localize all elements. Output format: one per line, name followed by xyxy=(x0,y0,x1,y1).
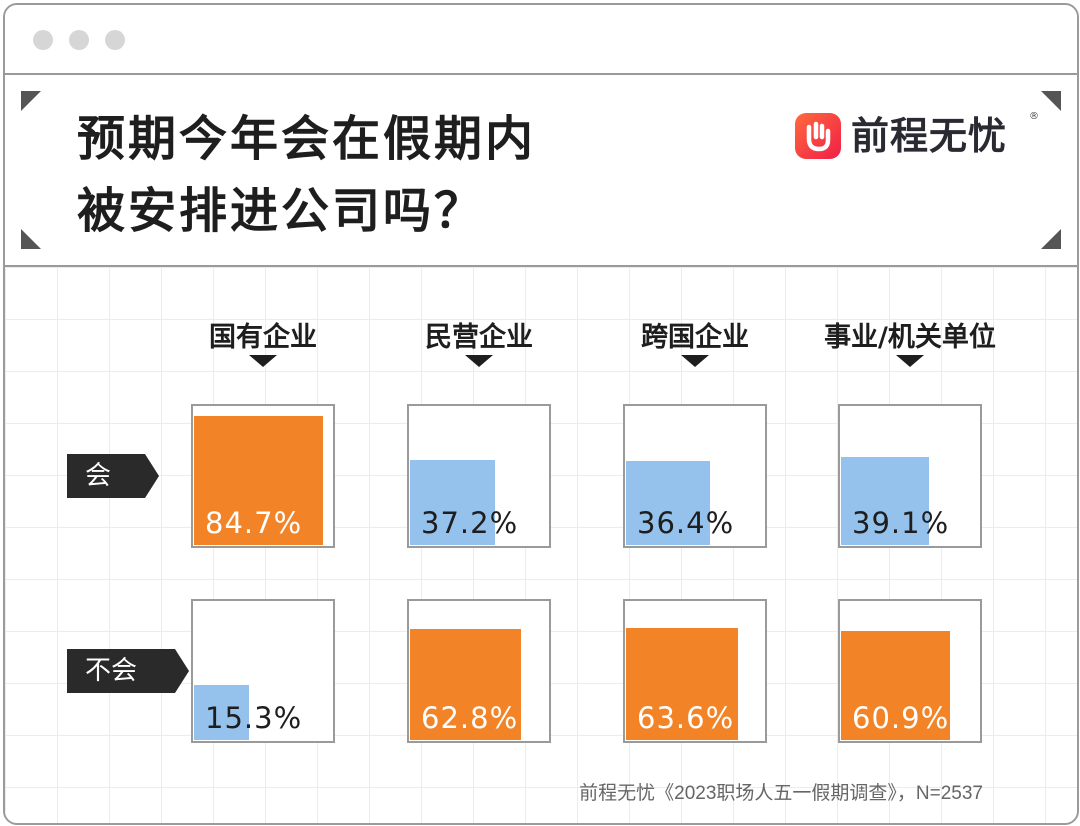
series-tag-1: 会 xyxy=(67,454,159,498)
corner-mark-top-left xyxy=(21,91,41,111)
chart-area: 国有企业 民营企业 跨国企业 事业/机关单位 会不会 84.7% 37.2% 36.4% 3… xyxy=(5,267,1077,823)
infographic-window: 预期今年会在假期内 被安排进公司吗？ 前程无忧 ® 国有企业 民营企业 跨国企业 事业… xyxy=(3,3,1079,825)
window-dot-1 xyxy=(33,30,53,50)
corner-mark-top-right xyxy=(1041,91,1061,111)
corner-mark-bottom-right xyxy=(1041,229,1061,249)
value-box: 63.6% xyxy=(623,599,767,743)
corner-mark-bottom-left xyxy=(21,229,41,249)
series-tag-2: 不会 xyxy=(67,649,189,693)
source-note: 前程无忧《2023职场人五一假期调查》，N=2537 xyxy=(579,783,983,804)
value-box: 62.8% xyxy=(407,599,551,743)
bar xyxy=(841,631,950,740)
category-label-4: 事业/机关单位 xyxy=(824,322,996,353)
category-arrow-icon xyxy=(249,355,277,367)
title-line-1: 预期今年会在假期内 xyxy=(77,111,537,167)
value-box: 60.9% xyxy=(838,599,982,743)
bar xyxy=(194,685,249,740)
hand-logo-icon xyxy=(795,113,841,159)
data-label: 37.2% xyxy=(421,506,519,540)
category-label-1: 国有企业 xyxy=(209,322,317,353)
category-label-3: 跨国企业 xyxy=(641,322,749,353)
value-box: 39.1% xyxy=(838,404,982,548)
category-arrow-icon xyxy=(465,355,493,367)
category-arrow-icon xyxy=(681,355,709,367)
brand-name: 前程无忧 xyxy=(851,114,1008,158)
page-title: 预期今年会在假期内 被安排进公司吗？ xyxy=(77,103,536,247)
bar xyxy=(410,460,495,545)
data-label: 62.8% xyxy=(421,701,519,735)
data-label: 15.3% xyxy=(205,701,303,735)
data-label: 84.7% xyxy=(205,506,303,540)
data-label: 63.6% xyxy=(637,701,735,735)
data-label: 60.9% xyxy=(852,701,950,735)
bar xyxy=(626,628,738,740)
bar xyxy=(194,416,323,545)
value-box: 36.4% xyxy=(623,404,767,548)
bar xyxy=(626,461,710,545)
category-arrow-icon xyxy=(896,355,924,367)
header-panel: 预期今年会在假期内 被安排进公司吗？ 前程无忧 ® xyxy=(5,75,1077,267)
value-box: 37.2% xyxy=(407,404,551,548)
window-dot-2 xyxy=(69,30,89,50)
data-label: 39.1% xyxy=(852,506,950,540)
bar xyxy=(410,629,521,740)
bar xyxy=(841,457,929,545)
value-box: 84.7% xyxy=(191,404,335,548)
data-label: 36.4% xyxy=(637,506,735,540)
window-titlebar xyxy=(5,5,1077,75)
window-dot-3 xyxy=(105,30,125,50)
category-label-2: 民营企业 xyxy=(425,322,533,353)
registered-mark: ® xyxy=(1029,111,1039,122)
value-box: 15.3% xyxy=(191,599,335,743)
title-line-2: 被安排进公司吗？ xyxy=(77,183,486,239)
